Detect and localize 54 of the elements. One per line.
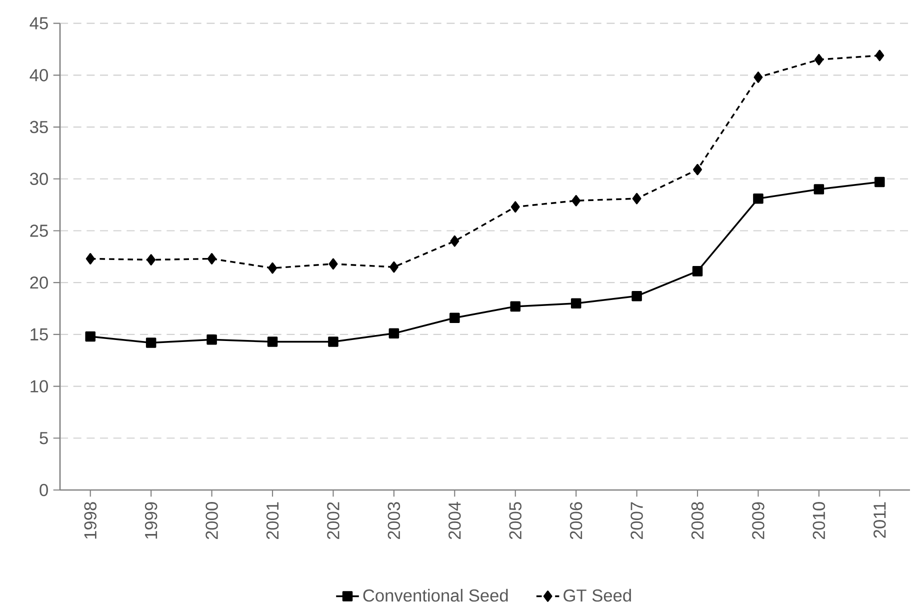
y-tick-label: 35 (30, 120, 48, 134)
point (207, 253, 216, 264)
point (86, 253, 95, 264)
x-tick-label: 2005 (509, 502, 522, 540)
point (753, 193, 764, 204)
legend-label: Conventional Seed (363, 588, 508, 602)
point (268, 262, 277, 274)
x-tick-label: 2003 (388, 502, 400, 540)
y-tick-label: 0 (40, 484, 48, 496)
legend-label: GT Seed (564, 588, 631, 602)
point (875, 50, 884, 62)
point (632, 192, 642, 204)
x-tick-label: 2010 (812, 502, 826, 540)
point (328, 336, 338, 347)
x-tick-label: 2000 (206, 502, 218, 540)
y-tick-label: 5 (40, 432, 48, 444)
point (388, 328, 400, 339)
x-tick-label: 2002 (327, 502, 340, 540)
point (874, 176, 885, 188)
point (632, 290, 642, 302)
y-tick-label: 10 (30, 380, 48, 392)
point (692, 266, 703, 276)
x-tick-label: 2007 (630, 502, 643, 540)
point (510, 201, 520, 213)
point (693, 164, 702, 176)
point (85, 331, 96, 342)
x-tick-label: 1998 (84, 502, 96, 539)
x-tick-label: 2011 (874, 502, 886, 538)
x-tick-label: 2001 (266, 502, 279, 540)
point (450, 235, 460, 247)
x-tick-label: 2008 (691, 502, 704, 540)
point (450, 312, 460, 323)
point (389, 261, 398, 273)
x-tick-label: 1999 (144, 502, 158, 539)
point (572, 195, 581, 206)
y-tick-label: 45 (30, 17, 48, 30)
x-tick-label: 2004 (448, 502, 461, 540)
point (570, 298, 582, 308)
x-tick-label: 2009 (752, 502, 764, 540)
point (267, 336, 278, 347)
y-tick-label: 15 (30, 328, 48, 340)
y-tick-label: 20 (30, 276, 48, 289)
point (814, 54, 824, 66)
y-tick-label: 25 (30, 224, 48, 237)
point (328, 258, 338, 270)
y-tick-label: 30 (30, 172, 48, 186)
point (510, 301, 520, 312)
point (814, 184, 824, 194)
y-tick-label: 40 (30, 69, 48, 82)
point (146, 254, 156, 266)
point (206, 334, 217, 345)
x-tick-label: 2006 (570, 502, 582, 540)
point (146, 338, 156, 348)
point (754, 72, 763, 83)
